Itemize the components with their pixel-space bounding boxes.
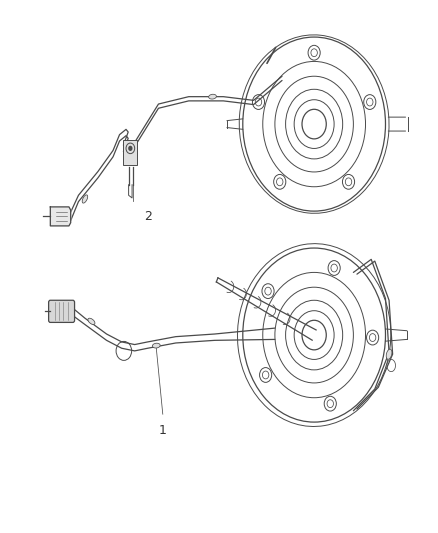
Bar	[124, 140, 137, 165]
Ellipse shape	[82, 195, 88, 203]
Circle shape	[128, 146, 133, 151]
Ellipse shape	[386, 349, 392, 359]
Text: 1: 1	[159, 424, 167, 437]
Ellipse shape	[208, 94, 216, 99]
Text: 2: 2	[144, 210, 152, 223]
Ellipse shape	[152, 343, 160, 348]
FancyBboxPatch shape	[49, 300, 74, 322]
Polygon shape	[50, 207, 71, 226]
Ellipse shape	[88, 318, 95, 325]
